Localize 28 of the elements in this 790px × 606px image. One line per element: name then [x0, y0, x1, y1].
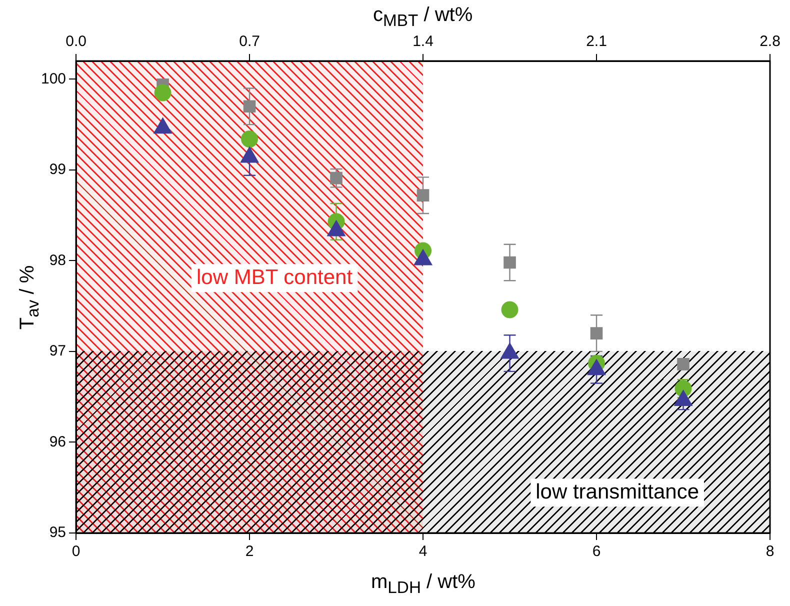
band-label: low transmittance	[536, 480, 700, 504]
y-tick-label: 97	[49, 342, 66, 360]
x2-axis-title: c$_{MBT}$ / wt%	[373, 4, 473, 31]
y-tick-label: 100	[40, 70, 66, 88]
point	[590, 327, 603, 340]
point	[501, 301, 518, 318]
x-tick-label: 6	[592, 543, 601, 560]
x2-tick-label: 2.1	[586, 33, 607, 50]
point	[677, 358, 690, 370]
y-tick-label: 99	[49, 161, 66, 178]
x2-tick-label: 2.8	[760, 33, 780, 50]
point	[416, 189, 430, 202]
x2-tick-label: 0.0	[66, 33, 86, 50]
band-label: low MBT content	[196, 266, 353, 289]
x2-tick-label: 0.7	[239, 33, 260, 50]
y-tick-label: 96	[49, 433, 66, 450]
point	[243, 100, 256, 113]
y-tick-label: 98	[49, 252, 66, 269]
x-tick-label: 2	[245, 543, 254, 560]
x-tick-label: 0	[72, 543, 80, 560]
point	[241, 130, 258, 148]
x2-tick-label: 1.4	[412, 33, 434, 50]
y-tick-label: 95	[49, 524, 66, 542]
x-axis-title: m$_{LDH}$ / wt%	[371, 571, 476, 598]
x-tick-label: 4	[418, 543, 428, 560]
x-tick-label: 8	[766, 543, 774, 560]
point	[154, 84, 172, 102]
point	[504, 256, 516, 269]
